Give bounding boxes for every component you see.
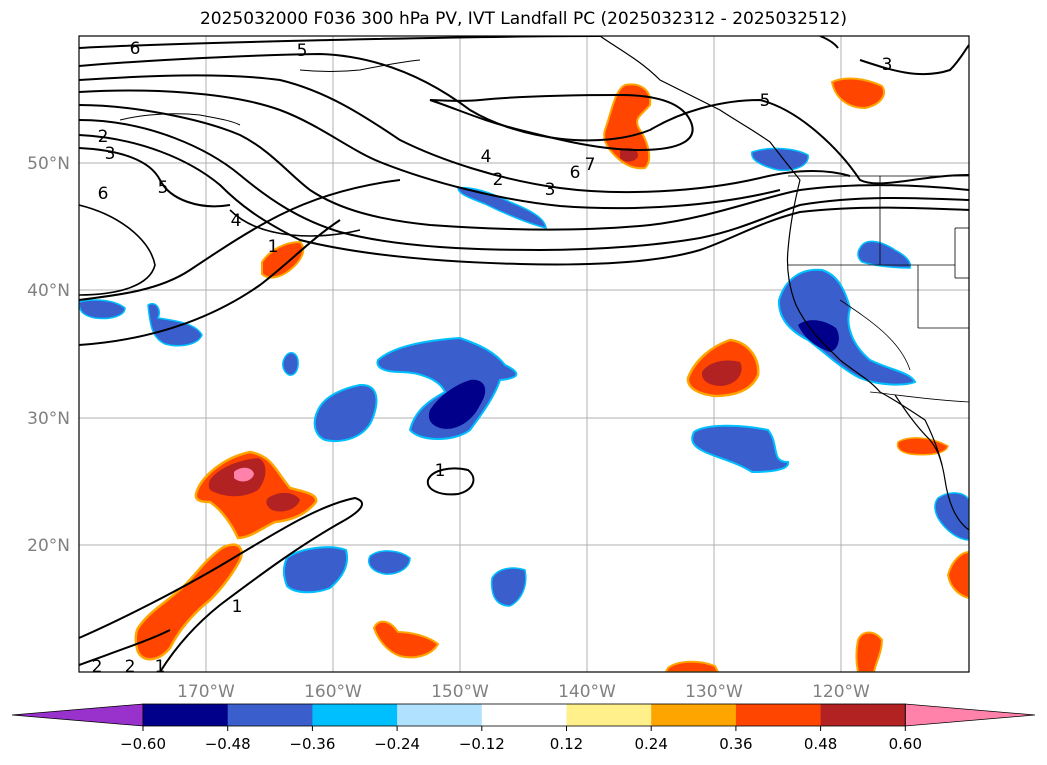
map-title: 2025032000 F036 300 hPa PV, IVT Landfall… <box>199 9 847 29</box>
colorbar-segment <box>735 704 822 726</box>
contour-label: 5 <box>297 41 308 61</box>
positive-pv-shading <box>134 77 969 672</box>
colorbar-tick-label: 0.24 <box>634 735 667 753</box>
contour-label: 1 <box>268 237 279 257</box>
colorbar-extend-high <box>904 703 1036 727</box>
contour-label: 4 <box>231 211 242 231</box>
colorbar-tick-label: 0.36 <box>719 735 752 753</box>
contour-label: 5 <box>158 178 169 198</box>
colorbar-tick-label: −0.24 <box>374 735 420 753</box>
negative-pv-shading <box>79 147 969 607</box>
lat-tick-label: 50°N <box>27 154 70 174</box>
contour-label: 6 <box>570 163 581 183</box>
colorbar-segment <box>312 704 398 726</box>
colorbar-tick-label: 0.12 <box>550 735 583 753</box>
colorbar-segment <box>651 704 737 726</box>
contour-label: 4 <box>481 147 492 167</box>
contour-label-group: 6 5 2 3 6 5 4 1 4 2 3 6 7 5 3 1 1 2 2 1 <box>92 39 893 677</box>
colorbar-segment <box>566 704 652 726</box>
contour-label: 3 <box>882 55 893 75</box>
pv-contours <box>79 36 969 672</box>
lon-tick-label: 150°W <box>431 682 489 702</box>
contour-label: 5 <box>760 91 771 111</box>
contour-label: 2 <box>493 170 504 190</box>
colorbar-segment <box>820 704 906 726</box>
lat-tick-label: 30°N <box>27 409 70 429</box>
axis-labels: 170°W 160°W 150°W 140°W 130°W 120°W 50°N… <box>27 154 870 702</box>
colorbar-segment <box>397 704 483 726</box>
contour-label: 2 <box>125 657 136 677</box>
colorbar-outline <box>142 703 906 727</box>
colorbar-tick-label: 0.60 <box>889 735 922 753</box>
lat-tick-label: 40°N <box>27 281 70 301</box>
lat-tick-label: 20°N <box>27 536 70 556</box>
contour-label: 7 <box>585 155 596 175</box>
colorbar-tick-label: −0.12 <box>459 735 505 753</box>
coastlines <box>119 36 969 531</box>
lon-tick-label: 160°W <box>304 682 362 702</box>
colorbar-extend-low <box>11 703 144 727</box>
lon-tick-label: 140°W <box>558 682 616 702</box>
contour-label: 2 <box>92 657 103 677</box>
colorbar-tick-label: −0.48 <box>205 735 251 753</box>
contour-label: 3 <box>545 180 556 200</box>
contour-label: 1 <box>155 657 166 677</box>
lon-tick-label: 170°W <box>177 682 235 702</box>
colorbar-tick-label: −0.36 <box>289 735 335 753</box>
lon-tick-label: 120°W <box>812 682 870 702</box>
colorbar-segment <box>481 704 567 726</box>
contour-label: 6 <box>130 39 141 59</box>
colorbar: −0.60 −0.48 −0.36 −0.24 −0.12 0.12 0.24 0.36 0.4… <box>11 703 1036 753</box>
colorbar-segment <box>143 704 229 726</box>
colorbar-tick-label: 0.48 <box>804 735 837 753</box>
contour-label: 3 <box>105 144 116 164</box>
contour-label: 1 <box>435 461 446 481</box>
colorbar-segment <box>227 704 313 726</box>
contour-label: 1 <box>232 597 243 617</box>
lon-tick-label: 130°W <box>685 682 743 702</box>
contour-label: 2 <box>98 127 109 147</box>
colorbar-tick-label: −0.60 <box>120 735 166 753</box>
contour-label: 6 <box>98 184 109 204</box>
map-border <box>78 35 970 673</box>
